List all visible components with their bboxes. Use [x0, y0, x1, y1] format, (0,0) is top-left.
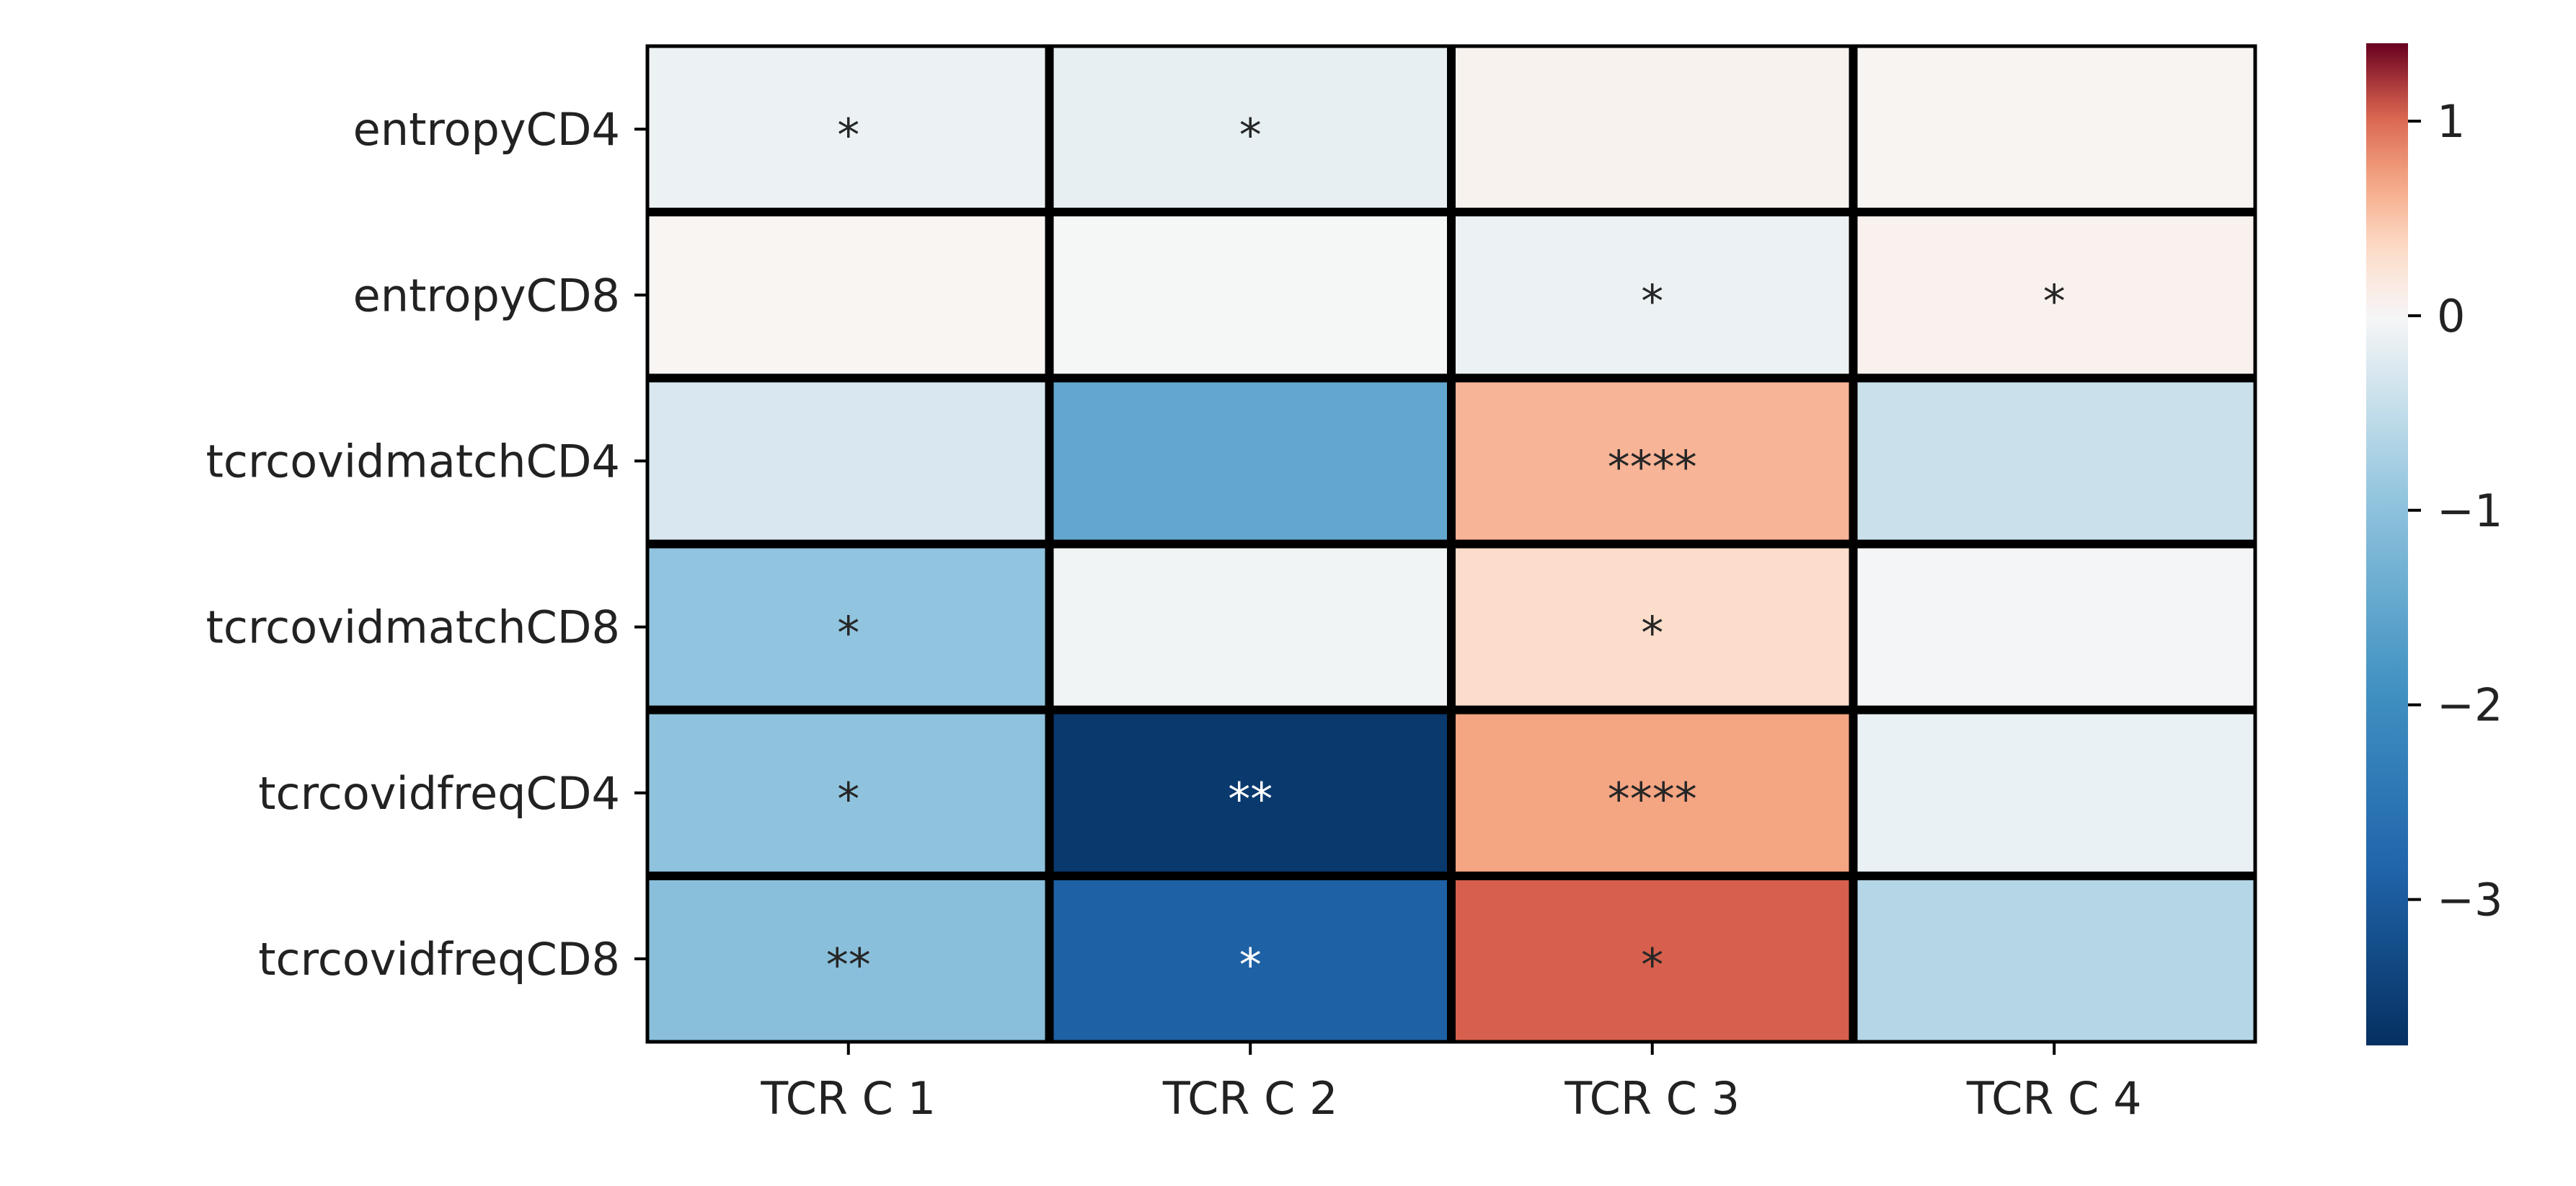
heatmap-cell-tcrcovidfreqCD4-TCR-C-1	[647, 709, 1050, 876]
heatmap-cell-tcrcovidmatchCD4-TCR-C-2	[1049, 378, 1451, 544]
heatmap-cell-entropyCD8-TCR-C-4	[1853, 212, 2255, 379]
x-tick-label: TCR C 3	[1564, 1072, 1740, 1125]
cell-significance-label: *	[2043, 275, 2066, 327]
heatmap-cell-tcrcovidfreqCD8-TCR-C-3	[1451, 875, 1854, 1042]
cell-significance-label: ****	[1608, 441, 1697, 493]
heatmap-cells	[647, 46, 2255, 1042]
colorbar-tick-label: −1	[2437, 484, 2502, 537]
heatmap-cell-tcrcovidmatchCD8-TCR-C-3	[1451, 544, 1854, 710]
cell-significance-label: *	[1641, 607, 1663, 660]
colorbar-tick-label: 1	[2437, 95, 2465, 148]
heatmap-cell-entropyCD8-TCR-C-3	[1451, 212, 1854, 379]
cell-significance-label: *	[1239, 109, 1262, 161]
y-axis: entropyCD4 entropyCD8 tcrcovidmatchCD4 tcrc…	[206, 103, 647, 986]
heatmap-cell-tcrcovidmatchCD8-TCR-C-1	[647, 544, 1050, 710]
y-tick-label: tcrcovidfreqCD8	[258, 933, 620, 986]
x-tick-label: TCR C 4	[1966, 1072, 2142, 1125]
cell-significance-label: ****	[1608, 773, 1697, 826]
heatmap-cell-tcrcovidmatchCD8-TCR-C-4	[1853, 544, 2255, 710]
plot-frame	[645, 44, 2257, 1044]
heatmap-cell-tcrcovidmatchCD4-TCR-C-3	[1451, 378, 1854, 544]
colorbar-tick-label: −3	[2437, 874, 2502, 926]
heatmap-cell-tcrcovidmatchCD4-TCR-C-1	[647, 378, 1050, 544]
heatmap-cell-entropyCD8-TCR-C-2	[1049, 212, 1451, 379]
heatmap-cell-tcrcovidmatchCD8-TCR-C-2	[1049, 544, 1451, 710]
heatmap-cell-tcrcovidfreqCD8-TCR-C-1	[647, 875, 1050, 1042]
y-tick-label: tcrcovidfreqCD4	[258, 767, 620, 820]
heatmap-cell-entropyCD8-TCR-C-1	[647, 212, 1050, 379]
heatmap-cell-entropyCD4-TCR-C-2	[1049, 46, 1451, 213]
heatmap-grid-lines	[645, 44, 2257, 1044]
x-tick-label: TCR C 1	[760, 1072, 936, 1125]
x-tick-label: TCR C 2	[1162, 1072, 1338, 1125]
heatmap-cell-tcrcovidmatchCD4-TCR-C-4	[1853, 378, 2255, 544]
colorbar: 1 0 −1 −2 −3	[2366, 43, 2502, 1045]
heatmap-cell-tcrcovidfreqCD4-TCR-C-4	[1853, 709, 2255, 876]
heatmap-annotations: * ** ****** ** ** ****** * *	[826, 109, 2066, 991]
cell-significance-label: **	[1228, 773, 1272, 826]
y-tick-label: tcrcovidmatchCD4	[206, 435, 620, 487]
cell-significance-label: *	[837, 109, 859, 161]
cell-significance-label: *	[837, 607, 859, 660]
cell-significance-label: *	[1641, 939, 1663, 991]
y-tick-label: entropyCD8	[353, 269, 620, 322]
x-axis: TCR C 1 TCR C 2 TCR C 3 TCR C 4	[760, 1042, 2142, 1125]
cell-significance-label: *	[1641, 275, 1663, 327]
heatmap-cell-tcrcovidfreqCD4-TCR-C-2	[1049, 709, 1451, 876]
heatmap-cell-entropyCD4-TCR-C-1	[647, 46, 1050, 213]
cell-significance-label: **	[826, 939, 871, 991]
y-tick-label: entropyCD4	[353, 103, 620, 156]
cell-significance-label: *	[837, 773, 859, 826]
y-tick-label: tcrcovidmatchCD8	[206, 601, 620, 654]
heatmap-cell-tcrcovidfreqCD8-TCR-C-4	[1853, 875, 2255, 1042]
heatmap-cell-entropyCD4-TCR-C-4	[1853, 46, 2255, 213]
heatmap-cell-tcrcovidfreqCD8-TCR-C-2	[1049, 875, 1451, 1042]
cell-significance-label: *	[1239, 939, 1262, 991]
heatmap-cell-tcrcovidfreqCD4-TCR-C-3	[1451, 709, 1854, 876]
colorbar-tick-label: −2	[2437, 679, 2502, 732]
heatmap-cell-entropyCD4-TCR-C-3	[1451, 46, 1854, 213]
colorbar-gradient	[2366, 43, 2408, 1045]
colorbar-tick-label: 0	[2437, 290, 2465, 342]
